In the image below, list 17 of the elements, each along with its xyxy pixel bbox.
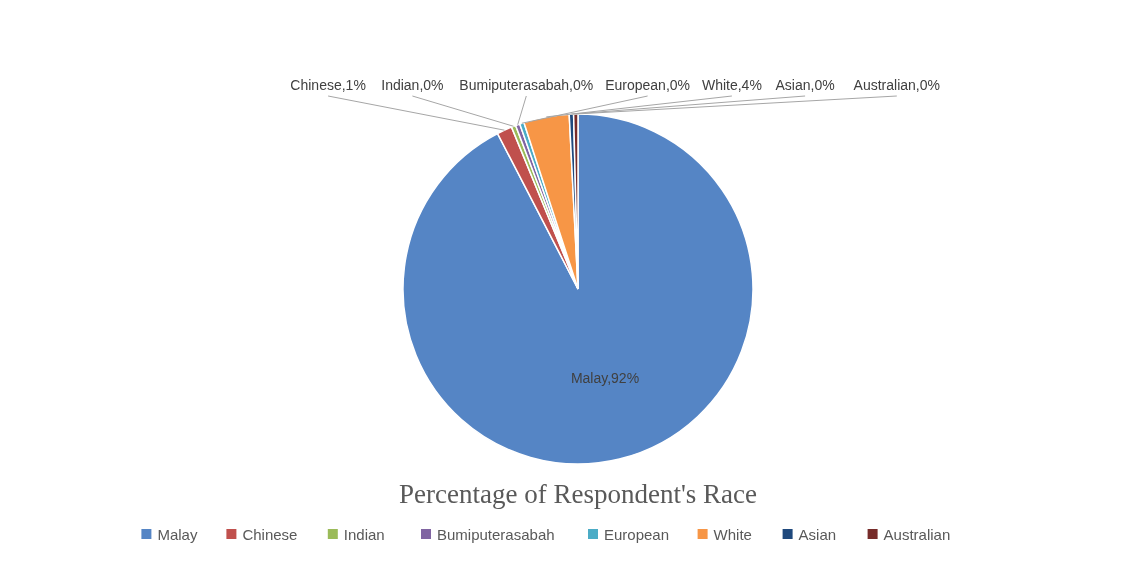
legend-label: Australian bbox=[883, 526, 951, 543]
legend-label: White bbox=[713, 526, 752, 543]
category-label: Chinese,1% bbox=[290, 77, 366, 93]
legend-label: European bbox=[604, 526, 670, 543]
legend-label: Asian bbox=[798, 526, 837, 543]
category-label: European,0% bbox=[605, 77, 691, 93]
legend-label: Bumiputerasabah bbox=[437, 526, 555, 543]
category-label: Bumiputerasabah,0% bbox=[459, 77, 594, 93]
category-label: Australian,0% bbox=[853, 77, 940, 93]
category-label: Indian,0% bbox=[381, 77, 444, 93]
category-label: Malay,92% bbox=[570, 370, 640, 386]
legend-label: Indian bbox=[343, 526, 385, 543]
category-label: White,4% bbox=[701, 77, 762, 93]
legend-label: Chinese bbox=[242, 526, 298, 543]
text: Percentage of Respondent's Race bbox=[399, 479, 757, 509]
legend-label: Malay bbox=[157, 526, 198, 543]
category-label: Asian,0% bbox=[775, 77, 835, 93]
